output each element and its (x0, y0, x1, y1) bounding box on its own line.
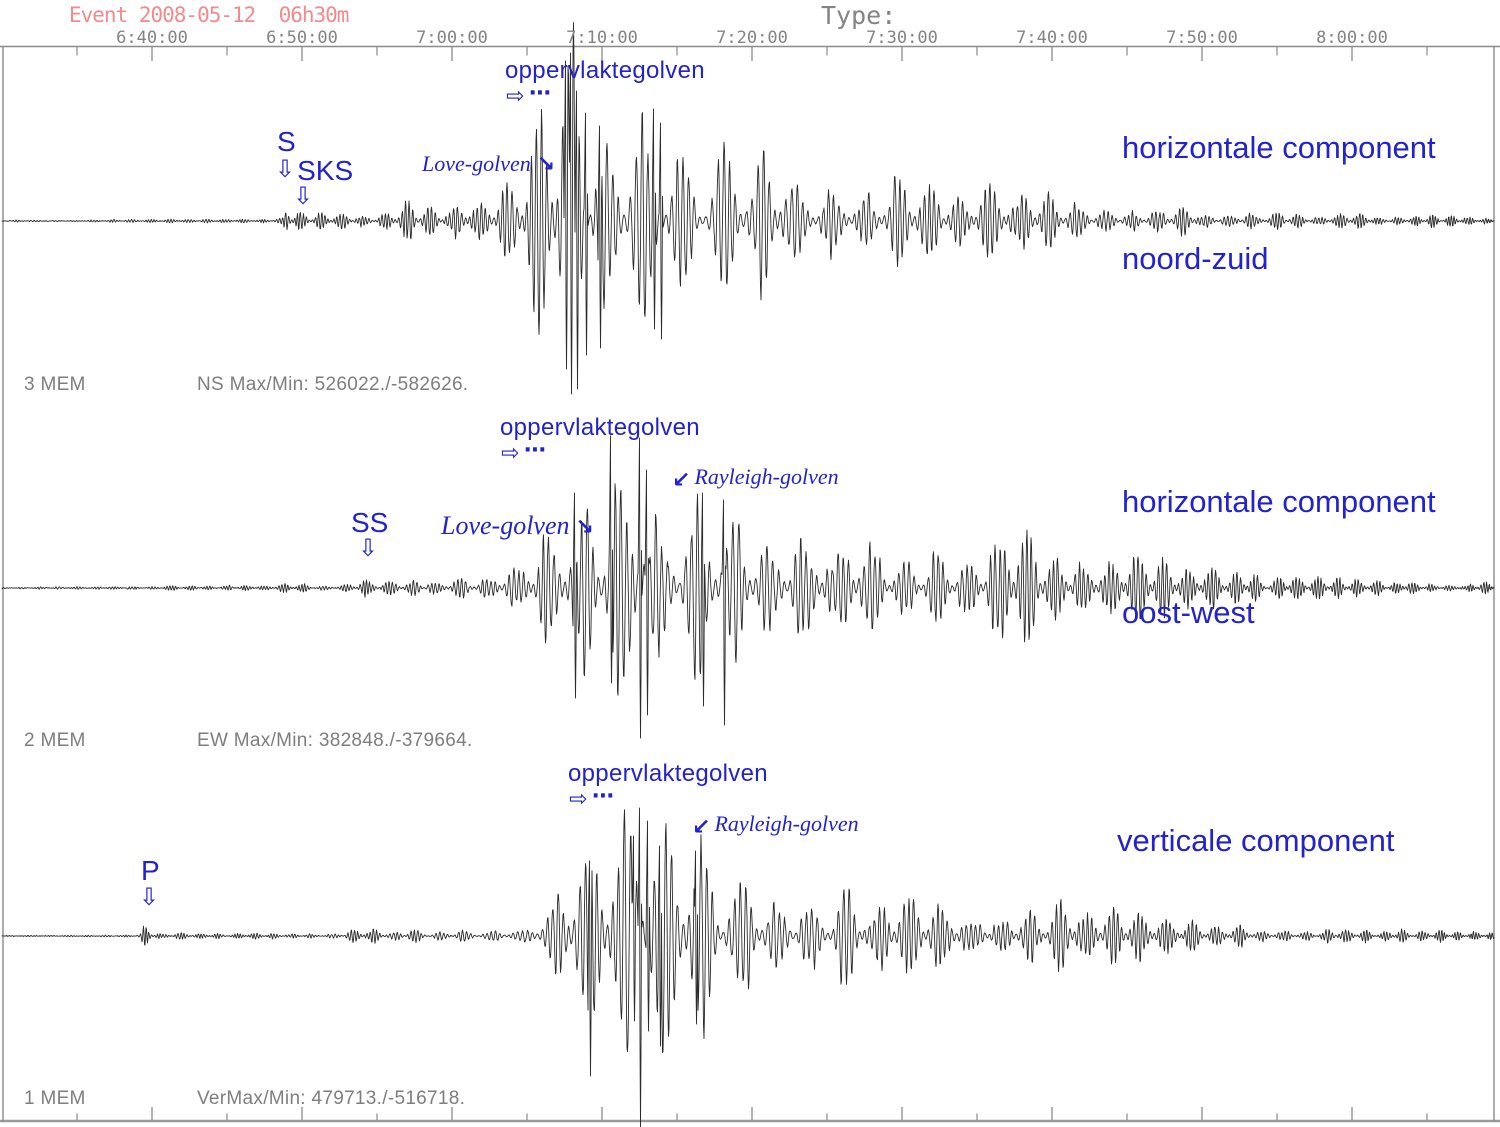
component-line1: horizontale component (1122, 130, 1436, 165)
rayleigh-waves-text: Rayleigh-golven (694, 464, 839, 489)
right-white-arrow-icon: ⇨ (569, 787, 588, 812)
time-tick-label: 6:40:00 (116, 28, 188, 48)
ellipsis-dots: ··· (528, 81, 551, 106)
channel-number-v: 1 MEM (24, 1088, 86, 1109)
rayleigh-waves-text: Rayleigh-golven (714, 811, 859, 836)
ellipsis-dots: ··· (591, 784, 614, 809)
label-phase-sks: ⇩ SKS (275, 155, 353, 187)
time-tick-label: 7:10:00 (566, 28, 638, 48)
down-left-arrow-icon: ↙ (692, 815, 711, 840)
component-line1: horizontale component (1122, 484, 1436, 519)
component-line2: oost-west (1122, 595, 1255, 630)
time-tick-label: 7:50:00 (1166, 28, 1238, 48)
maxmin-ns: NS Max/Min: 526022./-582626. (197, 374, 469, 395)
down-white-arrow-icon: ⇩ (358, 534, 379, 562)
component-label-ew: horizontale component oost-west (1122, 409, 1436, 705)
maxmin-ew: EW Max/Min: 382848./-379664. (197, 730, 473, 751)
ellipsis-dots: ··· (523, 438, 546, 463)
channel-number-ew: 2 MEM (24, 730, 86, 751)
label-rayleigh-waves-ew: ↙ Rayleigh-golven (650, 438, 839, 516)
component-line1: verticale component (1117, 823, 1395, 858)
down-white-arrow-icon: ⇩ (275, 155, 296, 183)
label-surface-waves-ew: oppervlaktegolven (500, 414, 700, 441)
surface-waves-arrow-v: ⇨ ··· (569, 784, 615, 812)
time-tick-label: 7:40:00 (1016, 28, 1088, 48)
trace-ns-waveform (1, 22, 1495, 395)
down-right-arrow-icon: ↘ (575, 515, 594, 540)
label-phase-ss: SS (351, 507, 389, 538)
time-tick-label: 7:30:00 (866, 28, 938, 48)
down-white-arrow-icon: ⇩ (293, 182, 314, 210)
down-white-arrow-icon: ⇩ (139, 883, 160, 911)
time-tick-label: 7:00:00 (416, 28, 488, 48)
label-phase-p: P (141, 855, 160, 886)
label-surface-waves-v: oppervlaktegolven (568, 760, 768, 787)
component-label-v: verticale component (1117, 748, 1394, 933)
time-tick-label: 6:50:00 (266, 28, 338, 48)
right-white-arrow-icon: ⇨ (501, 441, 520, 466)
love-waves-text: Love-golven (422, 151, 531, 176)
trace-ew-waveform (1, 435, 1495, 739)
component-line2: noord-zuid (1122, 241, 1269, 276)
down-left-arrow-icon: ↙ (672, 468, 691, 493)
time-tick-label: 7:20:00 (716, 28, 788, 48)
love-waves-text: Love-golven (441, 511, 570, 540)
event-title: Event 2008-05-12 06h30m (69, 3, 349, 27)
right-white-arrow-icon: ⇨ (506, 84, 525, 109)
maxmin-v: VerMax/Min: 479713./-516718. (197, 1088, 466, 1109)
time-tick-label: 8:00:00 (1316, 28, 1388, 48)
surface-waves-arrow-ns: ⇨ ··· (506, 81, 552, 109)
surface-waves-arrow-ew: ⇨ ··· (501, 438, 547, 466)
down-right-arrow-icon: ↘ (536, 152, 556, 177)
label-phase-s: S (277, 126, 296, 157)
trace-v-waveform (1, 807, 1495, 1127)
label-love-waves-ns: Love-golven ↘ (400, 125, 555, 203)
phase-sks-text: SKS (297, 155, 354, 186)
channel-number-ns: 3 MEM (24, 374, 86, 395)
axis-ticks (76, 47, 1494, 1120)
label-surface-waves-ns: oppervlaktegolven (505, 57, 705, 84)
label-love-waves-ew: Love-golven ↘ (415, 481, 594, 571)
type-label: Type: (821, 1, 897, 30)
label-rayleigh-waves-v: ↙ Rayleigh-golven (670, 785, 859, 863)
seismic-traces (1, 22, 1495, 1127)
component-label-ns: horizontale component noord-zuid (1122, 55, 1436, 351)
